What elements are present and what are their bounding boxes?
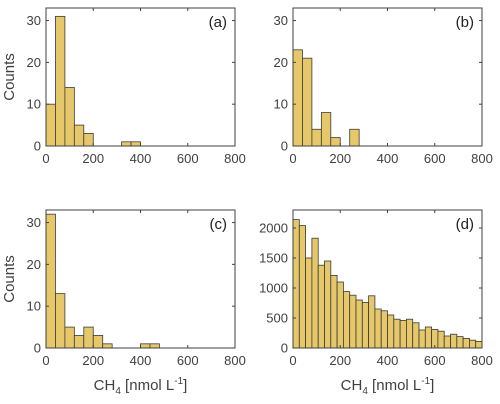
y-tick-label-c-0: 0 [34, 341, 41, 356]
bar-d-5 [324, 260, 332, 349]
x-tick-label-d-600: 600 [424, 353, 446, 368]
bar-d-13 [374, 308, 382, 349]
y-axis-label-c: Counts [1, 255, 18, 303]
x-tick-label-c-800: 800 [224, 353, 246, 368]
y-tick-label-a-10: 10 [27, 97, 41, 112]
bar-d-2 [305, 257, 313, 349]
y-tick-label-c-30: 30 [27, 215, 41, 230]
bar-b-2 [311, 128, 322, 147]
bar-d-8 [343, 291, 351, 349]
y-tick-label-d-1000: 1000 [259, 281, 288, 296]
x-tick-label-a-0: 0 [42, 151, 49, 166]
bar-d-19 [412, 322, 420, 349]
y-tick-label-b-20: 20 [274, 55, 288, 70]
bar-c-6 [102, 343, 113, 349]
bar-c-4 [83, 326, 94, 349]
bar-d-9 [349, 294, 357, 349]
x-tick-label-d-0: 0 [289, 353, 296, 368]
x-tick-label-a-600: 600 [177, 151, 199, 166]
bar-d-10 [355, 299, 363, 349]
x-tick-label-d-400: 400 [377, 353, 399, 368]
bar-d-11 [361, 301, 370, 349]
bar-d-25 [450, 333, 458, 349]
y-tick-label-b-0: 0 [281, 139, 288, 154]
y-tick-label-c-20: 20 [27, 257, 41, 272]
bar-c-0 [45, 213, 56, 349]
x-tick-label-b-600: 600 [424, 151, 446, 166]
x-tick-label-d-800: 800 [471, 353, 493, 368]
bar-d-21 [424, 326, 433, 349]
panel-label-d: (d) [456, 216, 474, 233]
bar-d-15 [387, 314, 395, 349]
bar-d-3 [311, 237, 319, 349]
bar-d-12 [368, 295, 376, 349]
bar-d-14 [380, 310, 388, 349]
bar-d-4 [317, 264, 325, 349]
bar-b-6 [349, 128, 360, 147]
bar-b-0 [292, 49, 303, 147]
y-tick-label-a-0: 0 [34, 139, 41, 154]
x-tick-label-b-200: 200 [329, 151, 351, 166]
bar-c-3 [73, 335, 85, 349]
bar-c-1 [55, 293, 66, 349]
bar-c-5 [92, 335, 104, 349]
bar-b-4 [330, 137, 341, 147]
y-axis-label-a: Counts [1, 53, 18, 101]
x-tick-label-b-400: 400 [377, 151, 399, 166]
bar-d-18 [406, 318, 414, 349]
bar-d-16 [393, 318, 401, 349]
y-tick-label-d-0: 0 [281, 341, 288, 356]
x-tick-label-b-800: 800 [471, 151, 493, 166]
bar-a-2 [64, 87, 75, 147]
x-tick-label-b-0: 0 [289, 151, 296, 166]
bar-d-17 [399, 319, 407, 349]
bar-c-10 [140, 343, 151, 349]
y-tick-label-a-20: 20 [27, 55, 41, 70]
bar-d-0 [292, 219, 300, 349]
bar-d-29 [475, 340, 483, 349]
panel-label-b: (b) [456, 14, 474, 31]
y-tick-label-b-30: 30 [274, 13, 288, 28]
bar-b-3 [320, 112, 332, 147]
x-tick-label-c-400: 400 [130, 353, 152, 368]
bar-a-8 [121, 141, 132, 147]
y-tick-label-d-2000: 2000 [259, 221, 288, 236]
bar-d-6 [330, 274, 338, 349]
bar-a-4 [83, 133, 94, 147]
bar-d-20 [418, 329, 426, 349]
x-tick-label-a-400: 400 [130, 151, 152, 166]
y-tick-label-d-500: 500 [266, 311, 288, 326]
bar-d-23 [437, 330, 445, 349]
bar-d-1 [298, 225, 307, 349]
y-tick-label-b-10: 10 [274, 97, 288, 112]
bar-d-27 [462, 337, 470, 349]
x-tick-label-c-600: 600 [177, 353, 199, 368]
bar-c-2 [64, 326, 75, 349]
y-tick-label-a-30: 30 [27, 13, 41, 28]
bar-d-7 [336, 281, 344, 349]
bar-c-11 [149, 343, 160, 349]
x-tick-label-a-800: 800 [224, 151, 246, 166]
bar-a-1 [55, 15, 66, 147]
bar-d-26 [456, 336, 464, 349]
x-axis-label-c: CH4 [nmol L-1] [94, 376, 188, 397]
bar-a-9 [130, 141, 141, 147]
x-tick-label-c-200: 200 [82, 353, 104, 368]
bar-a-0 [45, 103, 56, 147]
bar-d-24 [443, 335, 451, 349]
bar-a-3 [73, 124, 85, 147]
y-tick-label-c-10: 10 [27, 299, 41, 314]
bar-d-28 [469, 339, 477, 349]
panel-label-a: (a) [209, 14, 227, 31]
x-tick-label-a-200: 200 [82, 151, 104, 166]
x-axis-label-d: CH4 [nmol L-1] [341, 376, 435, 397]
bar-b-1 [302, 57, 313, 147]
x-tick-label-d-200: 200 [329, 353, 351, 368]
panel-label-c: (c) [210, 216, 228, 233]
y-tick-label-d-1500: 1500 [259, 251, 288, 266]
x-tick-label-c-0: 0 [42, 353, 49, 368]
